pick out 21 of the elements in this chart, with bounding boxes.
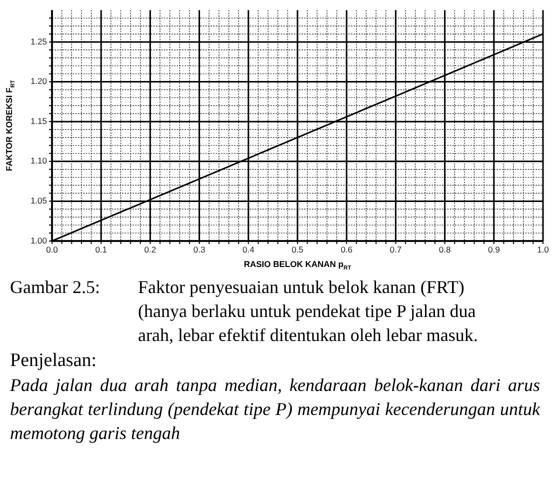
x-tick-label: 0.3 xyxy=(193,244,206,254)
text: Penjelasan: xyxy=(10,349,98,373)
x-tick-label: 0.1 xyxy=(95,244,108,254)
x-tick-label: 0.5 xyxy=(292,244,304,254)
x-tick-label: 0.2 xyxy=(144,244,156,254)
x-tick-label: 0.6 xyxy=(340,244,353,254)
y-tick-label: 1.00 xyxy=(30,235,48,246)
y-tick-label: 1.15 xyxy=(30,116,48,126)
text: Pada jalan dua arah tanpa median, kendaraan belok-kanan dari arus berangkat terlindung (pendekat tipe P) mempunyai kecenderungan untuk memotong garis tengah xyxy=(10,374,540,445)
x-tick-label: 0.7 xyxy=(390,244,402,254)
y-tick-label: 1.25 xyxy=(30,36,48,46)
x-tick-label: 0.0 xyxy=(46,244,58,254)
y-tick-label: 1.20 xyxy=(30,76,48,86)
y-tick-label: 1.05 xyxy=(30,196,48,206)
x-tick-label: 1.0 xyxy=(537,244,550,254)
x-tick-label: 0.9 xyxy=(488,244,500,254)
text: Faktor penyesuaian untuk belok kanan (FRT) (hanya berlaku untuk pendekat tipe P jalan dua arah, lebar efektif ditentukan oleh lebar masuk. xyxy=(138,276,478,347)
text: Gambar 2.5: xyxy=(10,276,101,299)
x-tick-label: 0.4 xyxy=(242,244,255,254)
y-tick-label: 1.10 xyxy=(30,156,48,166)
x-tick-label: 0.8 xyxy=(438,244,451,254)
